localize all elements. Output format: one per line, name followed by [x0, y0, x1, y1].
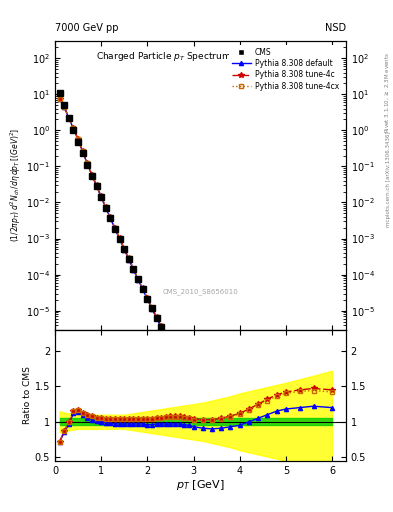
CMS [90, 173, 94, 179]
Text: NSD: NSD [325, 23, 346, 33]
CMS [113, 225, 118, 231]
CMS [94, 183, 99, 189]
CMS [187, 378, 191, 384]
CMS [168, 343, 173, 349]
CMS [131, 266, 136, 272]
CMS [71, 127, 76, 134]
CMS [140, 286, 145, 292]
X-axis label: $p_{T}$ [GeV]: $p_{T}$ [GeV] [176, 478, 225, 493]
CMS [209, 418, 214, 424]
CMS [145, 295, 150, 302]
CMS [122, 246, 127, 252]
CMS [127, 256, 131, 262]
CMS [136, 276, 140, 282]
CMS [177, 360, 182, 367]
CMS [200, 403, 205, 409]
CMS [228, 449, 233, 455]
CMS [237, 463, 242, 469]
CMS [62, 101, 66, 108]
CMS [150, 305, 154, 311]
CMS [80, 151, 85, 157]
CMS [66, 115, 71, 121]
CMS [154, 315, 159, 321]
CMS [163, 333, 168, 339]
Line: CMS: CMS [57, 91, 335, 512]
CMS [182, 369, 187, 375]
CMS [265, 504, 270, 510]
CMS [76, 139, 81, 145]
CMS [173, 351, 177, 357]
CMS [256, 490, 261, 497]
Y-axis label: Ratio to CMS: Ratio to CMS [23, 366, 32, 424]
CMS [57, 91, 62, 97]
Legend: CMS, Pythia 8.308 default, Pythia 8.308 tune-4c, Pythia 8.308 tune-4cx: CMS, Pythia 8.308 default, Pythia 8.308 … [229, 45, 342, 94]
CMS [99, 194, 103, 200]
CMS [191, 387, 196, 393]
CMS [85, 162, 90, 168]
CMS [103, 205, 108, 211]
CMS [159, 324, 163, 330]
Text: Rivet 3.1.10, $\geq$ 2.3M events: Rivet 3.1.10, $\geq$ 2.3M events [384, 52, 391, 133]
CMS [219, 434, 224, 440]
CMS [108, 215, 113, 221]
Y-axis label: $(1/2\pi p_{T})\,d^{2}N_{ch}/d\eta\,dp_{T}\,[(GeV)^{2}]$: $(1/2\pi p_{T})\,d^{2}N_{ch}/d\eta\,dp_{… [9, 128, 23, 243]
Text: mcplots.cern.ch [arXiv:1306.3436]: mcplots.cern.ch [arXiv:1306.3436] [386, 132, 391, 227]
CMS [246, 477, 251, 483]
Text: CMS_2010_S8656010: CMS_2010_S8656010 [163, 289, 238, 295]
Text: Charged Particle $p_{T}$ Spectrum (NSD, $|\eta|$ < 2.4): Charged Particle $p_{T}$ Spectrum (NSD, … [96, 50, 305, 62]
Text: 7000 GeV pp: 7000 GeV pp [55, 23, 119, 33]
CMS [117, 236, 122, 242]
